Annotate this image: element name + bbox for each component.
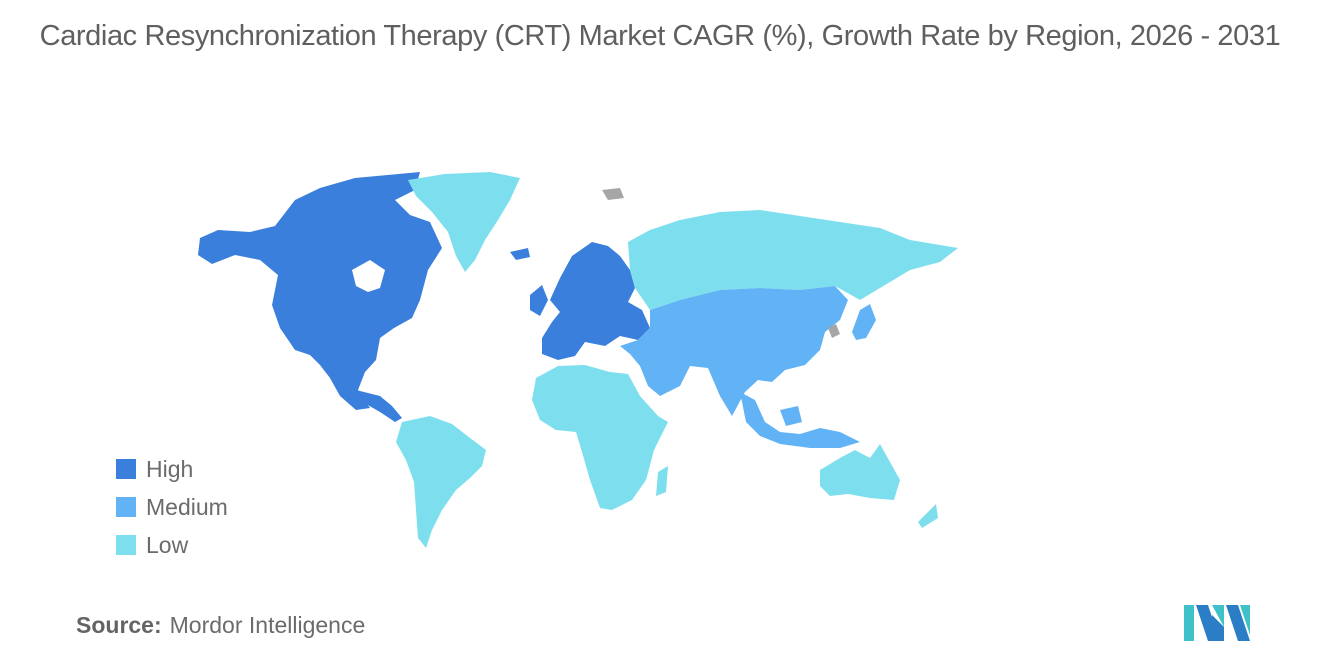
region-australia: [820, 444, 900, 500]
chart-title: Cardiac Resynchronization Therapy (CRT) …: [39, 20, 1281, 52]
region-japan: [852, 304, 876, 340]
region-asia: [620, 286, 848, 416]
region-uk: [530, 285, 548, 316]
region-new-zealand: [918, 504, 938, 528]
source-label: Source:: [76, 612, 162, 638]
legend-swatch-high: [116, 459, 136, 479]
region-africa: [532, 365, 668, 510]
region-europe: [542, 242, 650, 360]
region-southeast-asia: [740, 392, 860, 448]
region-russia: [628, 210, 958, 310]
legend: High Medium Low: [116, 450, 228, 564]
legend-label: Low: [146, 531, 189, 558]
region-iceland: [510, 248, 530, 260]
legend-item-medium: Medium: [116, 488, 228, 526]
region-south-america: [396, 416, 486, 548]
region-north-america: [198, 172, 442, 410]
world-map: [198, 172, 958, 548]
legend-swatch-low: [116, 535, 136, 555]
region-svalbard: [602, 188, 624, 200]
region-greenland: [408, 172, 520, 272]
mordor-logo-icon: [1184, 605, 1250, 641]
region-madagascar: [656, 466, 668, 496]
legend-label: High: [146, 455, 194, 482]
source-value: Mordor Intelligence: [169, 612, 366, 638]
region-central-america: [356, 390, 402, 422]
region-north-korea: [828, 324, 840, 338]
legend-item-high: High: [116, 450, 228, 488]
legend-item-low: Low: [116, 526, 228, 564]
source-line: Source: Mordor Intelligence: [76, 612, 365, 639]
legend-swatch-medium: [116, 497, 136, 517]
region-borneo: [780, 406, 802, 426]
legend-label: Medium: [146, 493, 228, 520]
